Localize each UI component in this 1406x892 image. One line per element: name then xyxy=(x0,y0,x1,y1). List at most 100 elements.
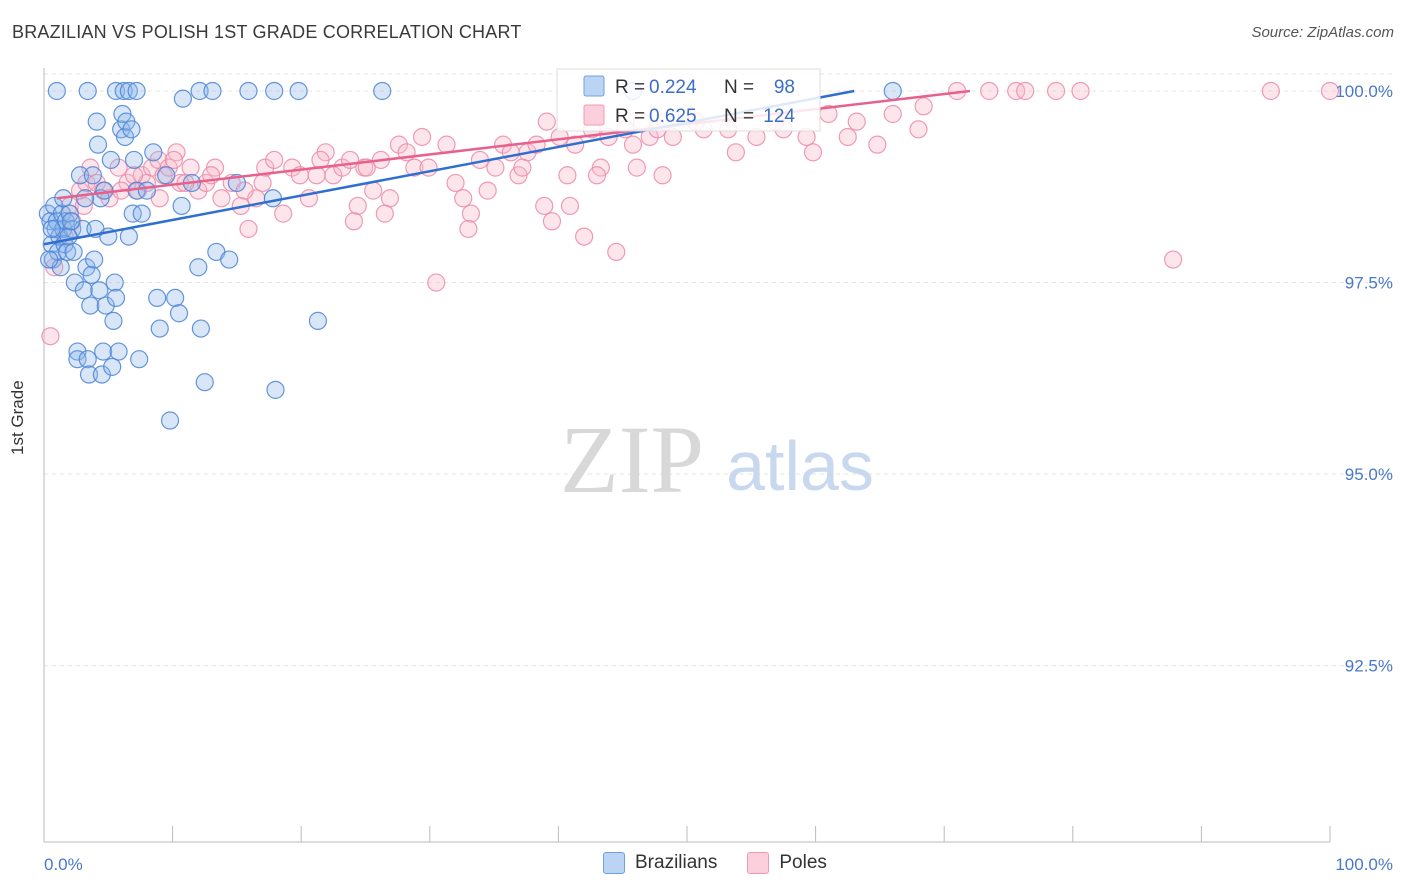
data-point xyxy=(412,127,432,147)
data-point xyxy=(130,350,149,369)
data-point xyxy=(1261,81,1280,101)
data-point xyxy=(189,258,208,277)
bottom-legend: Brazilians Poles xyxy=(603,852,847,874)
legend-label-brazilians: Brazilians xyxy=(635,852,718,873)
data-point xyxy=(58,242,77,262)
data-point xyxy=(560,196,580,216)
data-point xyxy=(263,189,283,208)
data-point xyxy=(195,373,214,392)
data-point xyxy=(144,143,163,162)
data-point xyxy=(101,150,120,170)
data-point xyxy=(78,350,97,369)
data-point xyxy=(537,112,556,131)
data-point xyxy=(203,81,222,101)
data-point xyxy=(88,135,108,154)
data-point xyxy=(124,150,144,170)
r-label: R = xyxy=(615,106,645,127)
data-point xyxy=(980,81,999,101)
data-point xyxy=(542,212,562,231)
data-point xyxy=(60,204,79,223)
legend-item-poles: Poles xyxy=(747,852,827,874)
data-point xyxy=(157,166,176,185)
data-point xyxy=(47,81,66,101)
data-point xyxy=(106,288,126,308)
stats-legend-swatch xyxy=(583,104,605,126)
r-value: 0.625 xyxy=(649,106,697,127)
data-point xyxy=(40,250,59,269)
data-point xyxy=(169,304,189,323)
data-point xyxy=(166,288,185,308)
data-point xyxy=(344,212,364,231)
legend-swatch-brazilians xyxy=(603,852,625,874)
data-point xyxy=(803,143,823,162)
r-label: R = xyxy=(615,77,645,98)
y-tick-labels: 92.5% 95.0% 97.5% 100.0% xyxy=(1335,82,1393,676)
data-point xyxy=(68,350,87,369)
data-point xyxy=(239,219,258,239)
data-point xyxy=(92,365,111,384)
data-point xyxy=(726,143,745,162)
data-point xyxy=(274,204,293,223)
x-tick-label: 100.0% xyxy=(1335,855,1393,874)
data-point xyxy=(265,150,284,170)
data-point xyxy=(838,127,857,147)
data-point xyxy=(623,135,643,154)
data-point xyxy=(114,81,133,101)
data-point xyxy=(348,196,367,216)
data-point xyxy=(427,273,446,292)
x-tick-label: 0.0% xyxy=(44,855,83,874)
data-point xyxy=(127,81,146,101)
data-point xyxy=(513,158,532,177)
data-point xyxy=(76,189,95,208)
data-point xyxy=(289,81,308,101)
data-point xyxy=(364,181,383,200)
data-point xyxy=(389,135,409,154)
stats-legend: R = 0.224 N = 98 R = 0.625 N = 124 xyxy=(556,68,821,132)
data-point xyxy=(160,411,180,430)
data-point xyxy=(446,173,465,193)
n-value: 98 xyxy=(774,77,795,98)
data-point xyxy=(95,181,114,200)
n-value: 124 xyxy=(763,106,795,127)
data-point xyxy=(883,81,902,101)
data-point xyxy=(109,158,128,177)
data-point xyxy=(119,227,138,246)
data-point xyxy=(653,166,672,185)
data-point xyxy=(587,166,607,185)
data-point xyxy=(124,166,144,185)
data-point xyxy=(137,181,156,200)
data-point xyxy=(868,135,887,154)
data-point xyxy=(132,204,151,223)
data-point xyxy=(122,120,141,139)
data-point xyxy=(148,288,167,308)
data-point xyxy=(909,120,928,139)
data-point xyxy=(405,158,424,177)
data-point xyxy=(190,81,209,101)
r-value: 0.224 xyxy=(649,77,697,98)
data-point xyxy=(82,265,101,285)
data-point xyxy=(150,319,169,338)
data-point xyxy=(914,97,933,116)
data-point xyxy=(83,166,102,185)
data-point xyxy=(1071,81,1090,101)
data-point xyxy=(119,81,138,101)
x-tick-labels: 0.0% 100.0% xyxy=(44,855,1393,874)
source-note: Source: ZipAtlas.com xyxy=(1251,24,1394,41)
data-point xyxy=(265,81,284,101)
data-point xyxy=(85,250,104,269)
data-point xyxy=(172,196,191,216)
watermark-zip: ZIP xyxy=(560,406,704,513)
data-point xyxy=(105,273,124,292)
data-point xyxy=(454,189,473,208)
y-tick-label: 95.0% xyxy=(1345,465,1393,484)
data-point xyxy=(74,196,93,216)
data-point xyxy=(459,219,478,239)
n-label: N = xyxy=(724,106,754,127)
data-point xyxy=(253,173,272,193)
y-tick-label: 97.5% xyxy=(1345,274,1393,293)
data-point xyxy=(81,296,100,315)
data-point xyxy=(1320,81,1340,101)
data-point xyxy=(90,281,109,300)
data-point xyxy=(78,81,97,101)
